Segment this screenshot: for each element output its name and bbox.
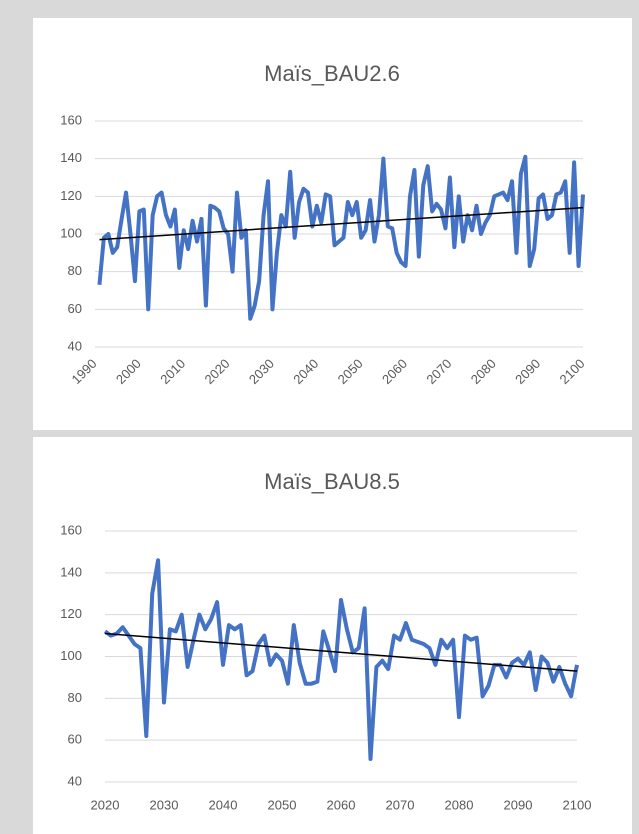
y-tick-label: 100 — [60, 648, 82, 663]
x-tick-label: 2080 — [445, 797, 474, 812]
y-tick-label: 140 — [60, 150, 82, 165]
y-tick-label: 160 — [60, 112, 82, 127]
y-tick-label: 100 — [60, 225, 82, 240]
y-tick-label: 40 — [68, 773, 82, 788]
trend-line — [99, 206, 584, 241]
x-tick-label: 2030 — [150, 797, 179, 812]
x-tick-label: 2040 — [209, 797, 238, 812]
y-tick-label: 40 — [68, 338, 82, 353]
data-line — [97, 154, 585, 321]
x-tick-label: 2060 — [327, 797, 356, 812]
y-tick-label: 80 — [68, 690, 82, 705]
x-tick-label: 2050 — [268, 797, 297, 812]
y-tick-label: 60 — [68, 301, 82, 316]
y-tick-label: 120 — [60, 188, 82, 203]
y-tick-label: 140 — [60, 564, 82, 579]
chart-title: Maïs_BAU2.6 — [264, 61, 400, 86]
y-tick-label: 80 — [68, 263, 82, 278]
y-tick-label: 60 — [68, 732, 82, 747]
x-tick-label: 2090 — [504, 797, 533, 812]
x-tick-label: 2020 — [91, 797, 120, 812]
chart-title: Maïs_BAU8.5 — [264, 469, 400, 494]
x-tick-label: 2100 — [563, 797, 592, 812]
y-tick-label: 160 — [60, 522, 82, 537]
trend-line — [104, 632, 578, 672]
y-tick-label: 120 — [60, 606, 82, 621]
x-tick-label: 2070 — [386, 797, 415, 812]
